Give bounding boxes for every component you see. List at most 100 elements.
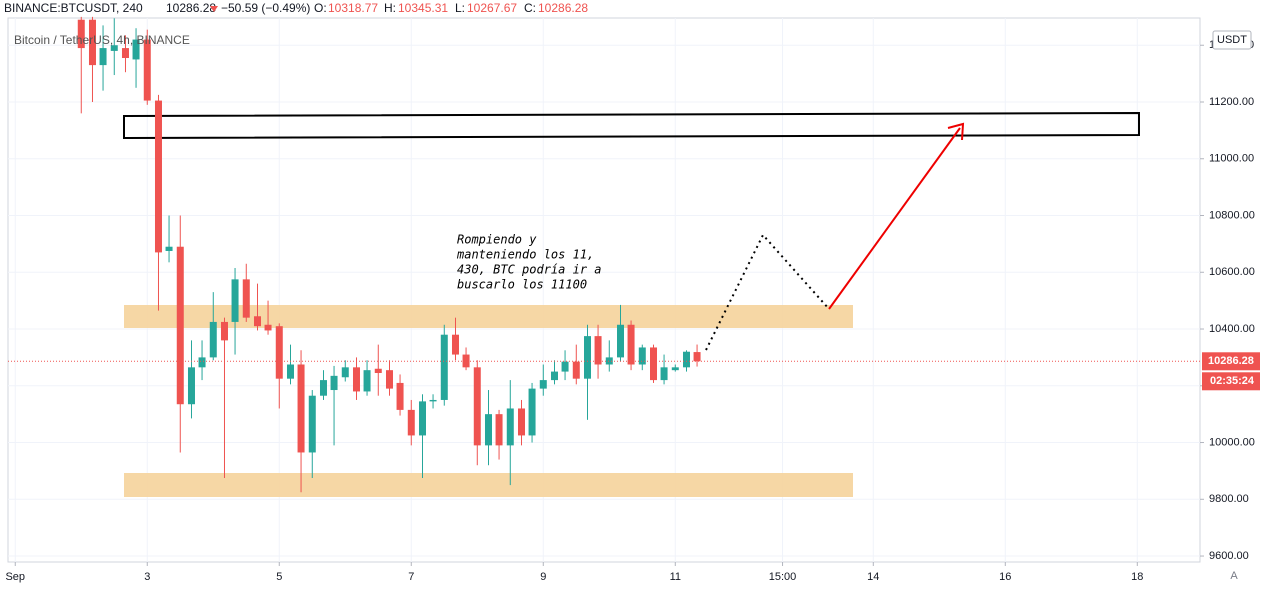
candle-body (88, 19, 96, 66)
candle-body (572, 361, 580, 379)
y-tick-label: 10400.00 (1209, 323, 1255, 335)
header-o: 10318.77 (328, 1, 378, 15)
scale-mode: A (1230, 570, 1238, 582)
candle-body (352, 367, 360, 392)
candle-body (683, 351, 691, 368)
x-tick-label: 3 (144, 571, 150, 583)
candle-body (297, 364, 305, 453)
candle-body (176, 246, 184, 405)
candle-body (484, 414, 492, 446)
candle-body (627, 324, 635, 365)
candle-body (396, 382, 404, 410)
candle-body (77, 19, 85, 49)
header-o-label: O: (314, 1, 327, 15)
candle-body (319, 380, 327, 396)
y-tick-label: 9600.00 (1209, 550, 1249, 562)
candle-body (165, 246, 173, 251)
price-tag-label: 10286.28 (1208, 355, 1254, 367)
header-l: 10267.67 (467, 1, 517, 15)
y-tick-label: 9800.00 (1209, 493, 1249, 505)
candle-body (363, 370, 371, 392)
x-tick-label: 7 (408, 571, 414, 583)
candle-body (660, 367, 668, 381)
header-h-label: H: (384, 1, 396, 15)
candle-body (154, 100, 162, 253)
price-tag (1202, 352, 1260, 371)
y-tick-label: 11000.00 (1209, 153, 1254, 165)
candle-body (418, 401, 426, 436)
candle-body (385, 370, 393, 389)
x-tick-label: 15:00 (769, 571, 797, 583)
header-symbol: BINANCE:BTCUSDT, 240 (4, 1, 143, 15)
x-tick-label: 9 (540, 571, 546, 583)
candle-body (275, 326, 283, 379)
header-h: 10345.31 (398, 1, 448, 15)
candle-body (198, 357, 206, 368)
currency-label: USDT (1217, 34, 1247, 46)
candle-body (605, 357, 613, 365)
candle-body (473, 367, 481, 446)
candle-body (539, 380, 547, 389)
candle-body (693, 352, 701, 362)
x-tick-label: 18 (1131, 571, 1143, 583)
candle-body (187, 367, 195, 405)
header-last: 10286.28 (166, 1, 216, 15)
candle-body (121, 48, 129, 59)
countdown-tag (1202, 372, 1260, 391)
target-arrow (828, 127, 961, 310)
candle-body (209, 321, 217, 358)
x-tick-label: 16 (999, 571, 1011, 583)
header-change: −50.59 (−0.49%) (221, 1, 310, 15)
countdown-label: 02:35:24 (1210, 375, 1255, 387)
candle-body (583, 336, 591, 379)
candle-body (286, 364, 294, 379)
annotation-line: 430, BTC podría ir a (457, 263, 602, 277)
candle-body (99, 48, 107, 66)
candle-body (253, 316, 261, 327)
candle-body (550, 371, 558, 381)
candle-body (594, 336, 602, 365)
currency-box (1212, 30, 1252, 50)
candle-body (671, 367, 679, 371)
target-box (123, 111, 1140, 140)
header-l-label: L: (455, 1, 465, 15)
candle-body (440, 334, 448, 400)
x-tick-label: 11 (670, 571, 681, 583)
candle-body (264, 324, 272, 331)
x-axis-bg (0, 562, 1274, 596)
y-tick-label: 11200.00 (1209, 96, 1254, 108)
header-c-label: C: (524, 1, 536, 15)
candle-body (143, 39, 151, 101)
support-zone (124, 473, 853, 497)
candle-body (110, 45, 118, 51)
candle-body (451, 334, 459, 355)
x-tick-label: Sep (5, 571, 25, 583)
projection-path (705, 233, 830, 351)
y-tick-label: 10800.00 (1209, 209, 1255, 221)
candle-body (561, 361, 569, 372)
y-tick-label: 10600.00 (1209, 266, 1255, 278)
candle-body (429, 399, 437, 402)
candle-body (462, 354, 470, 368)
candle-body (495, 414, 503, 446)
annotation-line: manteniendo los 11, (456, 248, 594, 262)
candle-body (407, 409, 415, 436)
down-arrow (210, 6, 218, 12)
y-tick-label: 10000.00 (1209, 436, 1255, 448)
candle-body (132, 39, 140, 60)
candle-body (650, 347, 658, 381)
resistance-zone (124, 305, 853, 328)
candle-body (308, 395, 316, 453)
header-c: 10286.28 (538, 1, 588, 15)
candle-body (617, 324, 625, 358)
arrow-head (947, 122, 965, 141)
candle-body (341, 367, 349, 378)
candle-body (638, 347, 646, 365)
annotation-line: buscarlo los 11100 (457, 278, 587, 292)
x-tick-label: 5 (276, 571, 282, 583)
chart-title: Bitcoin / TetherUS, 4h, BINANCE (14, 33, 190, 47)
x-tick-label: 14 (867, 571, 879, 583)
candle-body (220, 321, 228, 341)
candle-body (330, 375, 338, 391)
